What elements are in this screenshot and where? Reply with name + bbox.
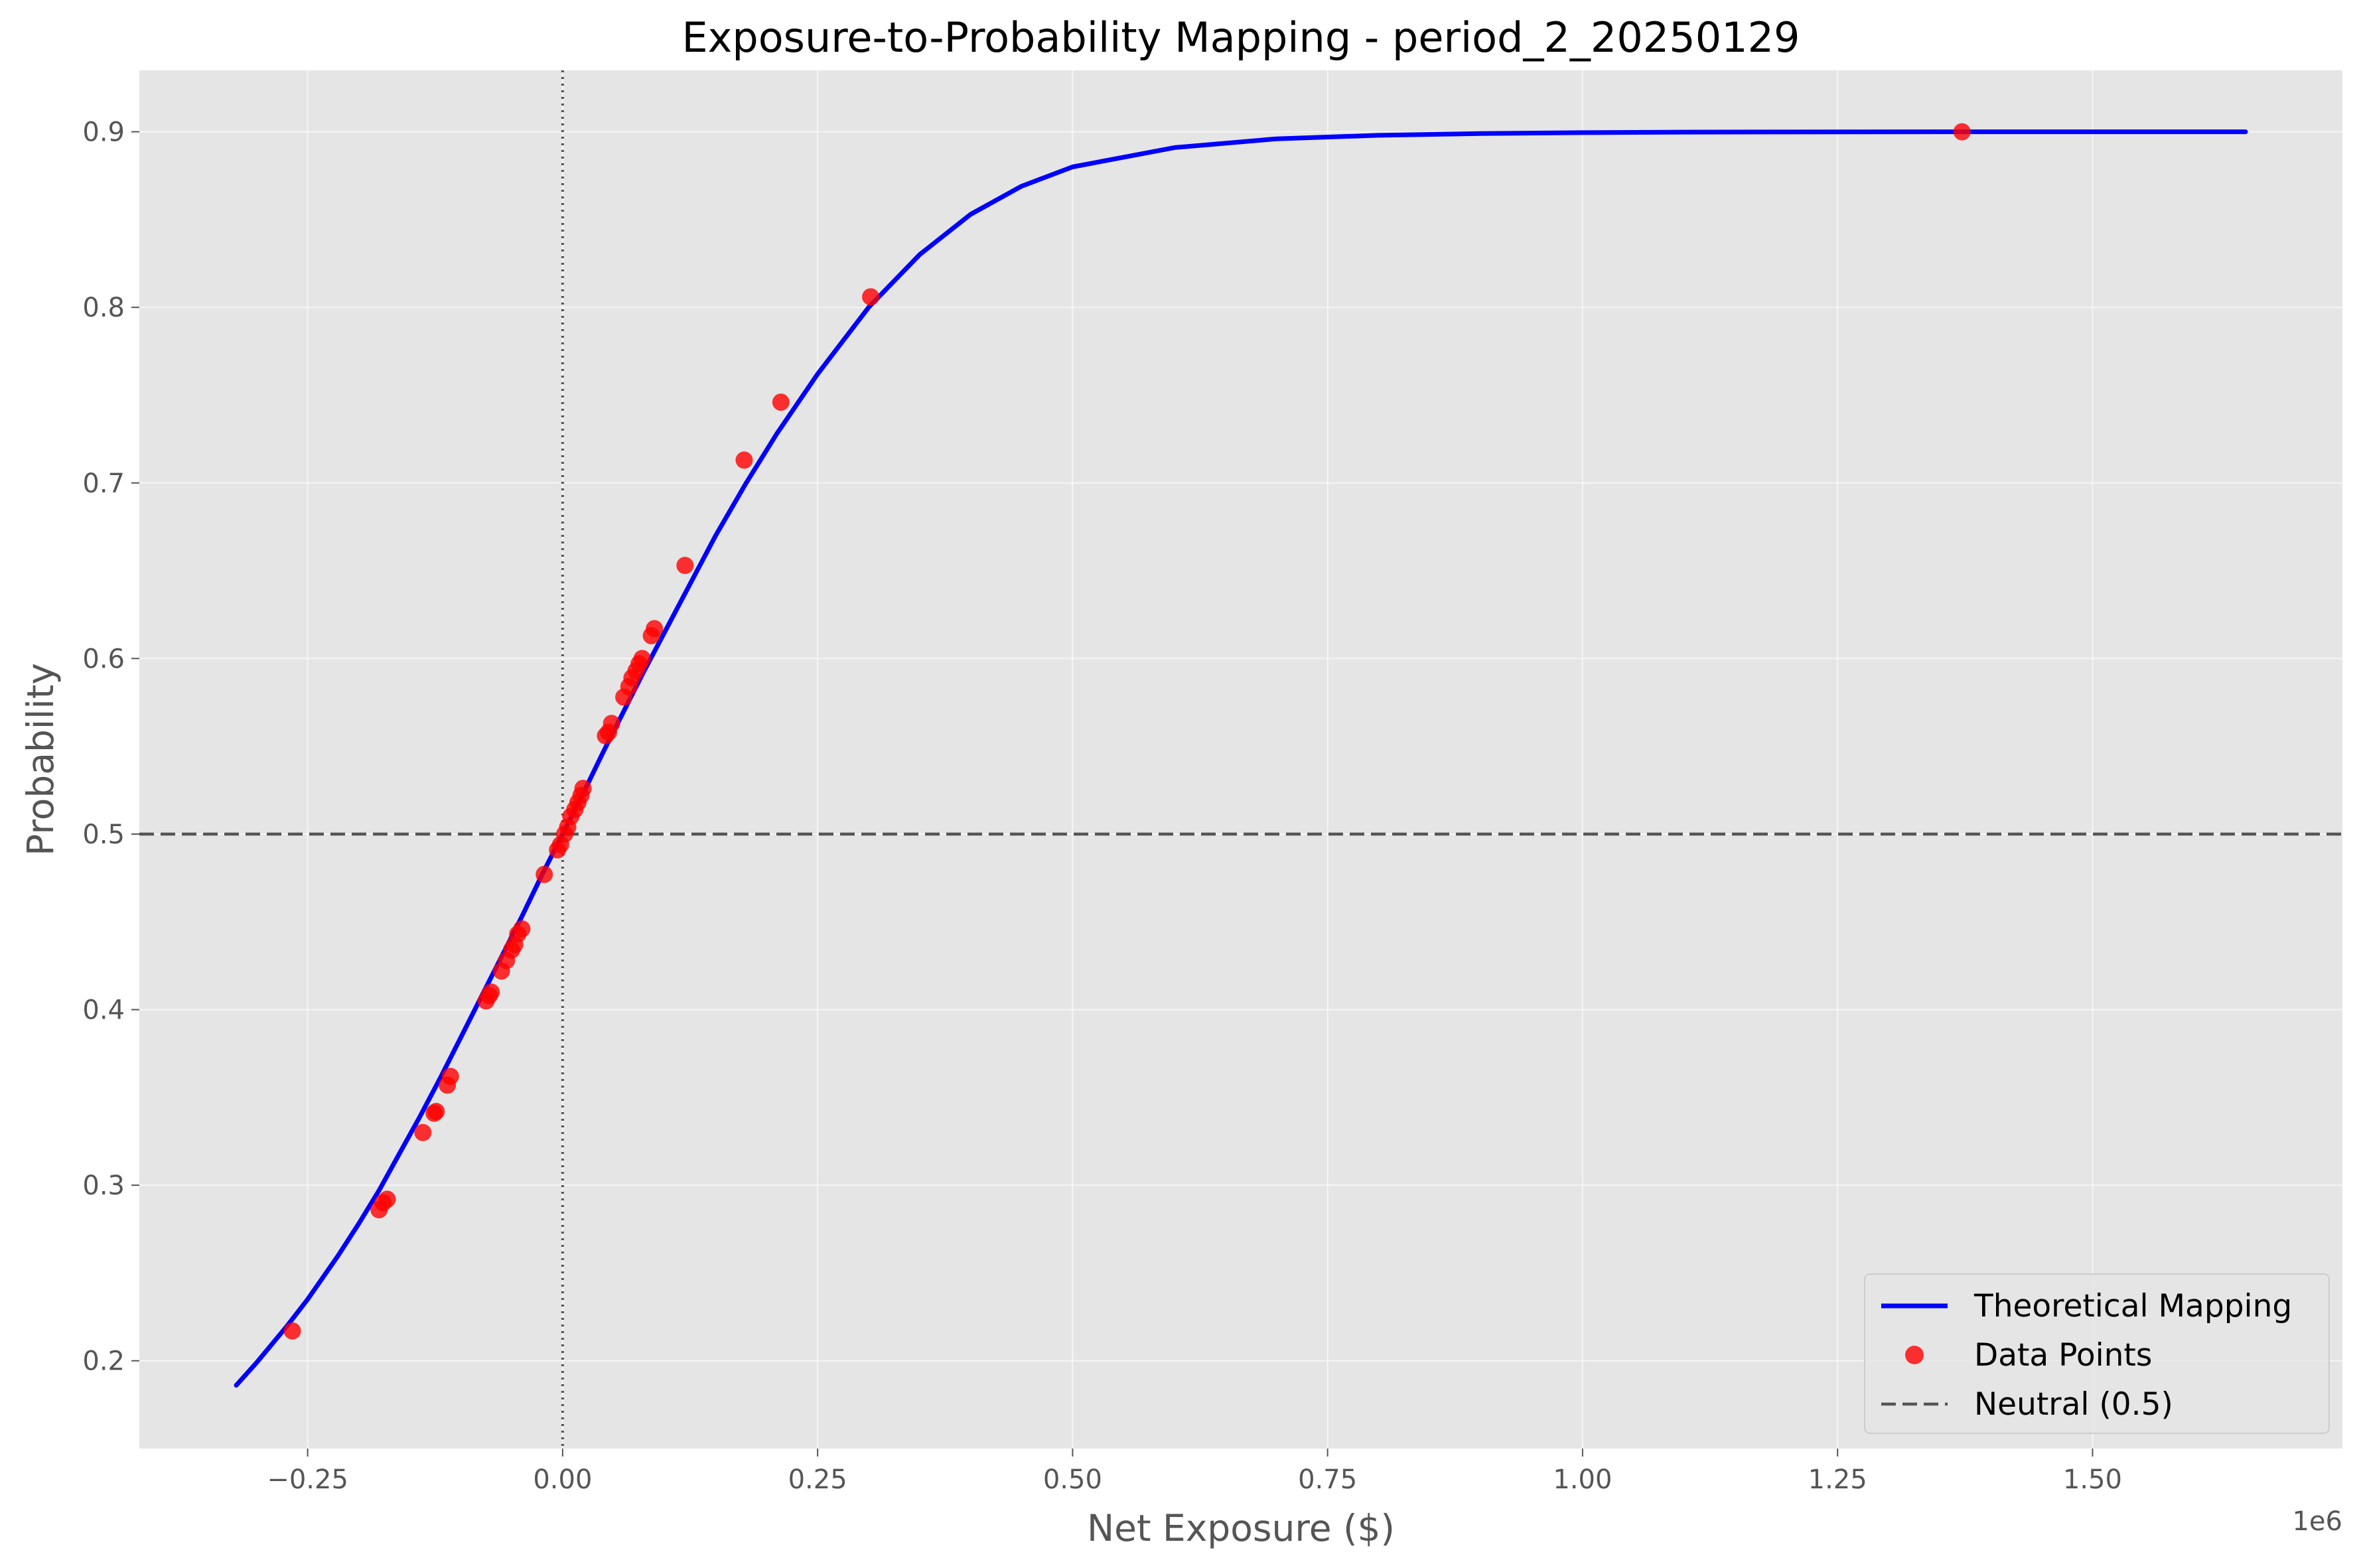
data-point — [735, 451, 753, 469]
data-point — [772, 393, 790, 411]
data-point — [482, 983, 500, 1001]
x-tick-label: 1.25 — [1808, 1464, 1867, 1495]
x-axis-label: Net Exposure ($) — [1087, 1507, 1395, 1549]
y-tick-label: 0.3 — [82, 1171, 125, 1201]
data-point — [536, 865, 553, 883]
data-point — [283, 1322, 301, 1340]
chart-title: Exposure-to-Probability Mapping - period… — [682, 13, 1800, 62]
y-tick-label: 0.2 — [82, 1346, 125, 1377]
legend-point-swatch — [1905, 1346, 1924, 1364]
y-tick-label: 0.6 — [82, 644, 125, 674]
x-tick-label: 0.25 — [788, 1464, 847, 1495]
data-point — [676, 557, 694, 575]
data-point — [862, 288, 880, 306]
legend-box — [1864, 1273, 2330, 1434]
data-point — [603, 715, 620, 733]
data-point — [633, 650, 651, 668]
x-tick-label: 0.75 — [1298, 1464, 1357, 1495]
legend-label: Theoretical Mapping — [1973, 1288, 2292, 1324]
data-point — [1953, 123, 1971, 141]
legend-label: Data Points — [1974, 1337, 2152, 1374]
data-point — [513, 920, 531, 938]
grid — [139, 70, 2342, 1449]
data-point — [378, 1190, 396, 1208]
y-tick-label: 0.5 — [82, 820, 125, 850]
x-tick-label: 1.00 — [1553, 1464, 1612, 1495]
legend: Theoretical Mapping Data Points Neutral (0… — [1864, 1273, 2330, 1434]
x-tick-label: −0.25 — [267, 1464, 348, 1495]
x-tick-label: 0.50 — [1043, 1464, 1102, 1495]
data-point — [414, 1123, 432, 1141]
plot-area — [139, 70, 2342, 1449]
series-layer — [234, 123, 2248, 1388]
data-point — [441, 1068, 459, 1086]
y-tick-label: 0.7 — [82, 468, 125, 499]
x-tick-label: 0.00 — [533, 1464, 592, 1495]
legend-label: Neutral (0.5) — [1974, 1386, 2173, 1423]
y-tick-label: 0.8 — [82, 293, 125, 323]
y-axis-label: Probability — [19, 663, 62, 856]
data-point — [427, 1102, 445, 1120]
ticks: −0.25 0.00 0.25 0.50 0.75 1.00 1.25 1.50 0.2 0.3 0… — [82, 117, 2122, 1495]
data-point — [574, 780, 592, 798]
theoretical-mapping-line — [234, 129, 2248, 1388]
y-tick-label: 0.9 — [82, 117, 125, 148]
x-axis-offset-label: 1e6 — [2292, 1506, 2342, 1537]
y-tick-label: 0.4 — [82, 995, 125, 1026]
data-point — [646, 620, 664, 638]
x-tick-label: 1.50 — [2063, 1464, 2122, 1495]
reference-lines — [139, 70, 2342, 1449]
